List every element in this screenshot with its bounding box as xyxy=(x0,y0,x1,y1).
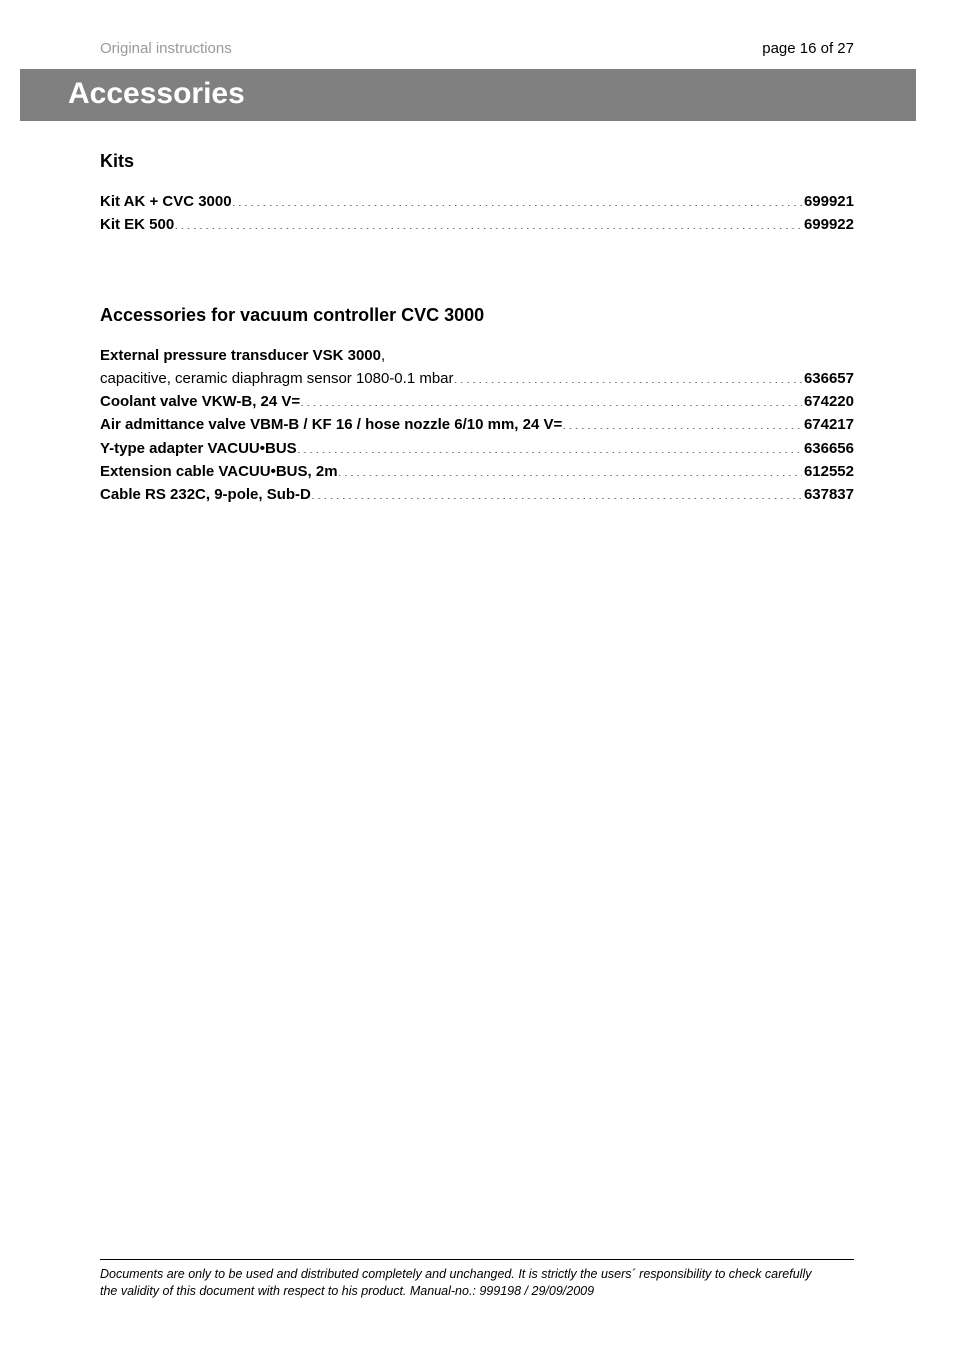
section-heading-kits: Kits xyxy=(100,151,854,172)
toc-label: Coolant valve VKW-B, 24 V= xyxy=(100,390,300,413)
toc-line: capacitive, ceramic diaphragm sensor 108… xyxy=(100,367,854,390)
header-left-text: Original instructions xyxy=(100,40,232,57)
toc-number: 699922 xyxy=(802,213,854,236)
toc-number: 674220 xyxy=(802,390,854,413)
toc-number: 699921 xyxy=(802,190,854,213)
toc-dots xyxy=(454,368,802,383)
toc-line: Kit AK + CVC 3000 699921 xyxy=(100,190,854,213)
toc-number: 674217 xyxy=(802,413,854,436)
toc-number: 637837 xyxy=(802,483,854,506)
toc-dots xyxy=(232,191,802,206)
toc-dots xyxy=(562,414,802,429)
toc-number: 612552 xyxy=(802,460,854,483)
lead-line: External pressure transducer VSK 3000, xyxy=(100,344,854,367)
toc-line: Kit EK 500 699922 xyxy=(100,213,854,236)
toc-label: Kit EK 500 xyxy=(100,213,174,236)
toc-dots xyxy=(311,484,802,499)
page: Original instructions page 16 of 27 Acce… xyxy=(0,0,954,1350)
toc-number: 636657 xyxy=(802,367,854,390)
header-right-text: page 16 of 27 xyxy=(762,40,854,57)
page-header: Original instructions page 16 of 27 xyxy=(100,40,854,69)
page-footer: Documents are only to be used and distri… xyxy=(100,1259,854,1300)
footer-line-1: Documents are only to be used and distri… xyxy=(100,1266,854,1283)
toc-dots xyxy=(174,214,802,229)
toc-dots xyxy=(297,438,802,453)
toc-label: Cable RS 232C, 9-pole, Sub-D xyxy=(100,483,311,506)
toc-label: capacitive, ceramic diaphragm sensor 108… xyxy=(100,367,454,390)
footer-line-2: the validity of this document with respe… xyxy=(100,1283,854,1300)
toc-number: 636656 xyxy=(802,437,854,460)
toc-dots xyxy=(338,461,802,476)
toc-dots xyxy=(300,391,802,406)
toc-line: Coolant valve VKW-B, 24 V= 674220 xyxy=(100,390,854,413)
toc-line: Cable RS 232C, 9-pole, Sub-D 637837 xyxy=(100,483,854,506)
toc-label: Kit AK + CVC 3000 xyxy=(100,190,232,213)
toc-line: Extension cable VACUU•BUS, 2m 612552 xyxy=(100,460,854,483)
toc-label: Extension cable VACUU•BUS, 2m xyxy=(100,460,338,483)
section-heading-accessories-cvc3000: Accessories for vacuum controller CVC 30… xyxy=(100,305,854,326)
title-text: Accessories xyxy=(68,77,245,110)
toc-label: Air admittance valve VBM-B / KF 16 / hos… xyxy=(100,413,562,436)
toc-line: Y-type adapter VACUU•BUS 636656 xyxy=(100,437,854,460)
title-bar: Accessories xyxy=(20,69,916,121)
toc-line: Air admittance valve VBM-B / KF 16 / hos… xyxy=(100,413,854,436)
toc-label: Y-type adapter VACUU•BUS xyxy=(100,437,297,460)
